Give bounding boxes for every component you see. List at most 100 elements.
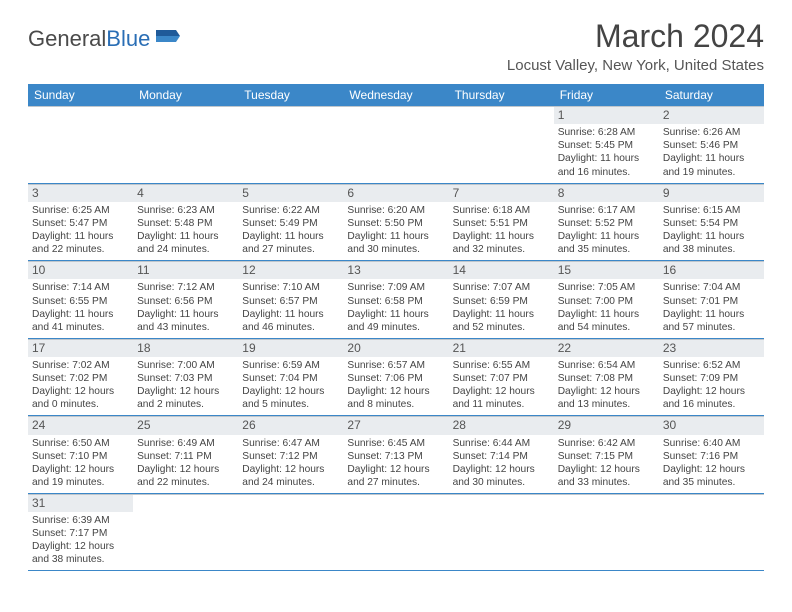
day-number: 5 <box>238 185 343 202</box>
day-number: 4 <box>133 185 238 202</box>
day-cell: 4Sunrise: 6:23 AMSunset: 5:48 PMDaylight… <box>133 184 238 261</box>
day-cell: 13Sunrise: 7:09 AMSunset: 6:58 PMDayligh… <box>343 261 448 338</box>
sunrise-line: Sunrise: 7:07 AM <box>453 281 550 294</box>
day-cell: 25Sunrise: 6:49 AMSunset: 7:11 PMDayligh… <box>133 416 238 493</box>
empty-cell <box>133 494 238 571</box>
empty-cell <box>238 106 343 183</box>
daylight-line: Daylight: 11 hours and 57 minutes. <box>663 308 760 334</box>
sunrise-line: Sunrise: 6:26 AM <box>663 126 760 139</box>
day-cell: 3Sunrise: 6:25 AMSunset: 5:47 PMDaylight… <box>28 184 133 261</box>
day-number: 23 <box>659 340 764 357</box>
day-number: 9 <box>659 185 764 202</box>
day-cell: 22Sunrise: 6:54 AMSunset: 7:08 PMDayligh… <box>554 339 659 416</box>
empty-cell <box>449 494 554 571</box>
sunrise-line: Sunrise: 6:28 AM <box>558 126 655 139</box>
sunset-line: Sunset: 5:48 PM <box>137 217 234 230</box>
sunset-line: Sunset: 5:50 PM <box>347 217 444 230</box>
empty-cell <box>449 106 554 183</box>
day-cell: 19Sunrise: 6:59 AMSunset: 7:04 PMDayligh… <box>238 339 343 416</box>
week-row: 31Sunrise: 6:39 AMSunset: 7:17 PMDayligh… <box>28 494 764 572</box>
daylight-line: Daylight: 11 hours and 38 minutes. <box>663 230 760 256</box>
day-number: 10 <box>28 262 133 279</box>
flag-icon <box>154 26 182 52</box>
day-number: 16 <box>659 262 764 279</box>
sunset-line: Sunset: 5:51 PM <box>453 217 550 230</box>
day-number: 17 <box>28 340 133 357</box>
sunset-line: Sunset: 7:12 PM <box>242 450 339 463</box>
sunset-line: Sunset: 5:49 PM <box>242 217 339 230</box>
day-cell: 17Sunrise: 7:02 AMSunset: 7:02 PMDayligh… <box>28 339 133 416</box>
sunset-line: Sunset: 7:10 PM <box>32 450 129 463</box>
daylight-line: Daylight: 12 hours and 30 minutes. <box>453 463 550 489</box>
sunset-line: Sunset: 6:57 PM <box>242 295 339 308</box>
sunset-line: Sunset: 7:04 PM <box>242 372 339 385</box>
day-cell: 27Sunrise: 6:45 AMSunset: 7:13 PMDayligh… <box>343 416 448 493</box>
day-number: 14 <box>449 262 554 279</box>
sunrise-line: Sunrise: 7:14 AM <box>32 281 129 294</box>
day-cell: 24Sunrise: 6:50 AMSunset: 7:10 PMDayligh… <box>28 416 133 493</box>
sunset-line: Sunset: 7:17 PM <box>32 527 129 540</box>
daylight-line: Daylight: 11 hours and 32 minutes. <box>453 230 550 256</box>
location: Locust Valley, New York, United States <box>507 57 764 74</box>
day-number: 24 <box>28 417 133 434</box>
day-cell: 10Sunrise: 7:14 AMSunset: 6:55 PMDayligh… <box>28 261 133 338</box>
day-number: 11 <box>133 262 238 279</box>
sunrise-line: Sunrise: 6:40 AM <box>663 437 760 450</box>
sunrise-line: Sunrise: 6:42 AM <box>558 437 655 450</box>
daylight-line: Daylight: 12 hours and 0 minutes. <box>32 385 129 411</box>
empty-cell <box>343 494 448 571</box>
day-number: 31 <box>28 495 133 512</box>
week-row: 17Sunrise: 7:02 AMSunset: 7:02 PMDayligh… <box>28 339 764 417</box>
day-cell: 15Sunrise: 7:05 AMSunset: 7:00 PMDayligh… <box>554 261 659 338</box>
day-number: 7 <box>449 185 554 202</box>
empty-cell <box>133 106 238 183</box>
sunset-line: Sunset: 7:02 PM <box>32 372 129 385</box>
day-number: 6 <box>343 185 448 202</box>
day-cell: 30Sunrise: 6:40 AMSunset: 7:16 PMDayligh… <box>659 416 764 493</box>
daylight-line: Daylight: 11 hours and 35 minutes. <box>558 230 655 256</box>
sunset-line: Sunset: 5:45 PM <box>558 139 655 152</box>
dayhead-saturday: Saturday <box>659 84 764 106</box>
sunrise-line: Sunrise: 6:17 AM <box>558 204 655 217</box>
empty-cell <box>554 494 659 571</box>
sunset-line: Sunset: 7:13 PM <box>347 450 444 463</box>
sunrise-line: Sunrise: 6:18 AM <box>453 204 550 217</box>
day-number: 1 <box>554 107 659 124</box>
day-cell: 18Sunrise: 7:00 AMSunset: 7:03 PMDayligh… <box>133 339 238 416</box>
sunset-line: Sunset: 7:15 PM <box>558 450 655 463</box>
empty-cell <box>238 494 343 571</box>
day-cell: 20Sunrise: 6:57 AMSunset: 7:06 PMDayligh… <box>343 339 448 416</box>
day-cell: 28Sunrise: 6:44 AMSunset: 7:14 PMDayligh… <box>449 416 554 493</box>
day-number: 15 <box>554 262 659 279</box>
day-cell: 1Sunrise: 6:28 AMSunset: 5:45 PMDaylight… <box>554 106 659 183</box>
daylight-line: Daylight: 11 hours and 19 minutes. <box>663 152 760 178</box>
day-cell: 14Sunrise: 7:07 AMSunset: 6:59 PMDayligh… <box>449 261 554 338</box>
day-cell: 16Sunrise: 7:04 AMSunset: 7:01 PMDayligh… <box>659 261 764 338</box>
month-title: March 2024 <box>507 18 764 55</box>
daylight-line: Daylight: 11 hours and 43 minutes. <box>137 308 234 334</box>
daylight-line: Daylight: 11 hours and 46 minutes. <box>242 308 339 334</box>
dayhead-friday: Friday <box>554 84 659 106</box>
sunrise-line: Sunrise: 7:09 AM <box>347 281 444 294</box>
week-row: 10Sunrise: 7:14 AMSunset: 6:55 PMDayligh… <box>28 261 764 339</box>
sunset-line: Sunset: 7:09 PM <box>663 372 760 385</box>
daylight-line: Daylight: 12 hours and 33 minutes. <box>558 463 655 489</box>
sunrise-line: Sunrise: 6:23 AM <box>137 204 234 217</box>
day-number: 27 <box>343 417 448 434</box>
sunrise-line: Sunrise: 6:39 AM <box>32 514 129 527</box>
sunset-line: Sunset: 7:11 PM <box>137 450 234 463</box>
day-cell: 9Sunrise: 6:15 AMSunset: 5:54 PMDaylight… <box>659 184 764 261</box>
day-number: 12 <box>238 262 343 279</box>
day-number: 26 <box>238 417 343 434</box>
sunrise-line: Sunrise: 7:00 AM <box>137 359 234 372</box>
sunrise-line: Sunrise: 7:04 AM <box>663 281 760 294</box>
dayhead-monday: Monday <box>133 84 238 106</box>
daylight-line: Daylight: 12 hours and 2 minutes. <box>137 385 234 411</box>
dayhead-sunday: Sunday <box>28 84 133 106</box>
logo-text-1: General <box>28 26 106 52</box>
daylight-line: Daylight: 12 hours and 22 minutes. <box>137 463 234 489</box>
sunset-line: Sunset: 6:56 PM <box>137 295 234 308</box>
day-cell: 5Sunrise: 6:22 AMSunset: 5:49 PMDaylight… <box>238 184 343 261</box>
sunset-line: Sunset: 7:06 PM <box>347 372 444 385</box>
calendar: SundayMondayTuesdayWednesdayThursdayFrid… <box>28 84 764 571</box>
